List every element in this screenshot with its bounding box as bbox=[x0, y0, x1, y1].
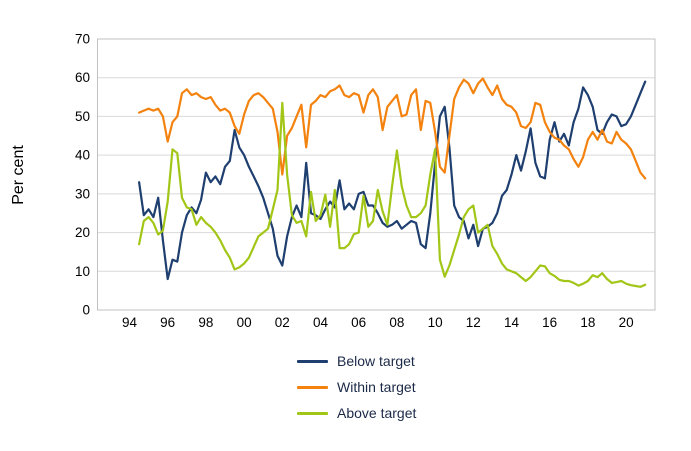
series-line-below-target bbox=[138, 80, 647, 281]
plot-border bbox=[97, 38, 656, 311]
y-tick-label-70: 70 bbox=[75, 32, 90, 47]
legend-label-below-target: Below target bbox=[337, 353, 415, 369]
x-tick-label-14: 14 bbox=[504, 315, 520, 330]
x-tick-label-98: 98 bbox=[198, 315, 213, 330]
y-axis-title: Per cent bbox=[10, 145, 27, 205]
y-tick-label-0: 0 bbox=[82, 303, 90, 318]
y-tick-label-20: 20 bbox=[75, 225, 90, 240]
data-series bbox=[138, 77, 647, 288]
legend-item-below-target: Below target bbox=[297, 352, 416, 371]
legend-label-within-target: Within target bbox=[337, 379, 416, 395]
below-target-line-swatch bbox=[297, 360, 328, 363]
within-target-line-swatch bbox=[297, 386, 328, 389]
above-target-line-swatch bbox=[297, 412, 328, 415]
x-tick-label-96: 96 bbox=[160, 315, 175, 330]
y-tick-label-10: 10 bbox=[75, 264, 90, 279]
series-line-above-target bbox=[138, 101, 647, 288]
x-tick-label-08: 08 bbox=[389, 315, 404, 330]
x-tick-label-06: 06 bbox=[351, 315, 366, 330]
chart-legend: Below target Within target Above target bbox=[297, 352, 416, 423]
axis-tick-labels: 0 10 20 30 40 50 60 70 94 96 98 00 02 04 06 08 10 12 14 16 1… bbox=[75, 32, 634, 331]
x-tick-label-94: 94 bbox=[122, 315, 138, 330]
x-tick-label-00: 00 bbox=[237, 315, 252, 330]
legend-label-above-target: Above target bbox=[337, 405, 417, 421]
series-line-within-target bbox=[138, 77, 647, 180]
y-tick-label-60: 60 bbox=[75, 70, 90, 85]
x-tick-label-12: 12 bbox=[466, 315, 481, 330]
legend-item-within-target: Within target bbox=[297, 378, 416, 397]
x-tick-label-04: 04 bbox=[313, 315, 329, 330]
gridlines bbox=[97, 38, 656, 311]
legend-item-above-target: Above target bbox=[297, 404, 416, 423]
x-tick-label-18: 18 bbox=[580, 315, 595, 330]
x-tick-label-20: 20 bbox=[619, 315, 634, 330]
y-tick-label-50: 50 bbox=[75, 109, 90, 124]
x-tick-label-02: 02 bbox=[275, 315, 290, 330]
x-tick-label-10: 10 bbox=[428, 315, 443, 330]
y-tick-label-40: 40 bbox=[75, 148, 90, 163]
y-tick-label-30: 30 bbox=[75, 186, 90, 201]
x-tick-label-16: 16 bbox=[542, 315, 557, 330]
